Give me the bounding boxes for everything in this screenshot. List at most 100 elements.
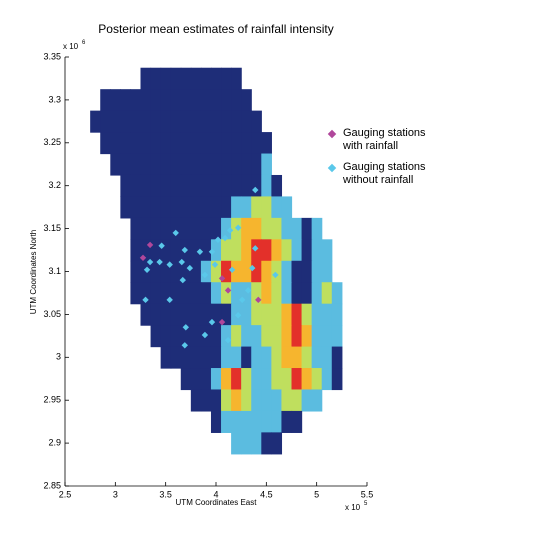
field-cell: [221, 239, 232, 262]
field-cell: [261, 432, 272, 455]
field-cell: [291, 389, 303, 412]
field-cell: [231, 325, 242, 348]
field-cell: [140, 303, 152, 326]
field-cell: [210, 260, 222, 283]
field-cell: [291, 368, 303, 391]
field-cell: [200, 389, 212, 412]
field-cell: [150, 196, 162, 219]
field-cell: [120, 174, 132, 198]
field-cell: [130, 217, 142, 240]
station-marker: [182, 324, 189, 331]
station-marker: [214, 236, 222, 243]
field-cell: [170, 89, 182, 112]
field-cell: [120, 89, 132, 112]
station-marker: [179, 276, 186, 284]
field-cell: [271, 346, 283, 369]
field-cell: [120, 196, 132, 219]
x-exponent-power: 5: [364, 501, 368, 507]
field-cell: [221, 325, 232, 348]
field-cell: [301, 346, 313, 369]
station-marker: [146, 241, 154, 249]
field-cell: [130, 89, 142, 112]
field-cell: [170, 239, 182, 262]
field-cell: [301, 303, 313, 326]
field-cell: [261, 174, 272, 198]
field-cell: [281, 239, 293, 262]
x-tick-label: 5.5: [361, 489, 374, 499]
field-cell: [210, 282, 222, 305]
field-cell: [190, 325, 202, 348]
field-cell: [321, 325, 333, 348]
field-cell: [180, 217, 192, 240]
field-cell: [170, 282, 182, 305]
station-marker: [142, 296, 149, 304]
field-cell: [231, 89, 242, 112]
field-cell: [271, 325, 283, 348]
field-cell: [281, 346, 293, 369]
field-cell: [170, 67, 182, 90]
field-cell: [190, 132, 202, 155]
field-cell: [301, 389, 313, 412]
x-axis-label: UTM Coordinates East: [176, 498, 258, 507]
station-marker: [234, 312, 242, 319]
field-cell: [241, 260, 252, 283]
y-tick-label: 3.3: [48, 94, 61, 104]
field-cell: [271, 410, 283, 433]
field-cell: [251, 239, 262, 262]
field-cell: [221, 153, 232, 176]
field-cell: [210, 325, 222, 348]
field-cell: [190, 389, 202, 412]
field-cell: [160, 132, 172, 155]
field-cell: [271, 217, 283, 240]
field-cell: [180, 325, 192, 348]
field-cell: [261, 346, 272, 369]
field-cell: [241, 325, 252, 348]
field-cell: [291, 239, 303, 262]
field-cell: [251, 303, 262, 326]
field-cell: [170, 303, 182, 326]
field-cell: [271, 432, 283, 455]
station-marker: [228, 266, 236, 273]
field-cell: [200, 132, 212, 155]
field-cell: [190, 67, 202, 90]
field-cell: [231, 153, 242, 176]
field-cell: [311, 239, 323, 262]
field-cell: [331, 368, 343, 391]
field-cell: [150, 303, 162, 326]
field-cell: [271, 260, 283, 283]
field-cell: [130, 196, 142, 219]
field-cell: [281, 196, 293, 219]
field-cell: [180, 174, 192, 198]
field-cell: [311, 368, 323, 391]
field-cell: [221, 368, 232, 391]
station-marker: [139, 254, 147, 261]
station-marker: [186, 264, 194, 272]
field-cell: [241, 89, 252, 112]
field-cell: [261, 389, 272, 412]
field-cell: [291, 325, 303, 348]
field-cell: [251, 346, 262, 369]
field-cell: [321, 260, 333, 283]
field-cell: [140, 67, 152, 90]
field-cell: [281, 303, 293, 326]
field-cell: [241, 110, 252, 133]
station-marker: [208, 318, 216, 326]
legend-label: Gauging stations without rainfall: [343, 161, 426, 186]
field-cell: [140, 132, 152, 155]
field-cell: [301, 368, 313, 391]
field-cell: [271, 282, 283, 305]
y-tick-label: 3.1: [48, 266, 61, 276]
station-marker: [252, 245, 259, 252]
field-cell: [261, 239, 272, 262]
field-cell: [170, 153, 182, 176]
field-cell: [140, 110, 152, 133]
field-cell: [321, 282, 333, 305]
field-cell: [130, 153, 142, 176]
field-cell: [160, 346, 172, 369]
field-cell: [301, 217, 313, 240]
x-tick-label: 3.5: [159, 489, 172, 499]
y-tick-label: 2.9: [48, 437, 61, 447]
field-cell: [140, 89, 152, 112]
field-cell: [140, 196, 152, 219]
field-cell: [231, 389, 242, 412]
